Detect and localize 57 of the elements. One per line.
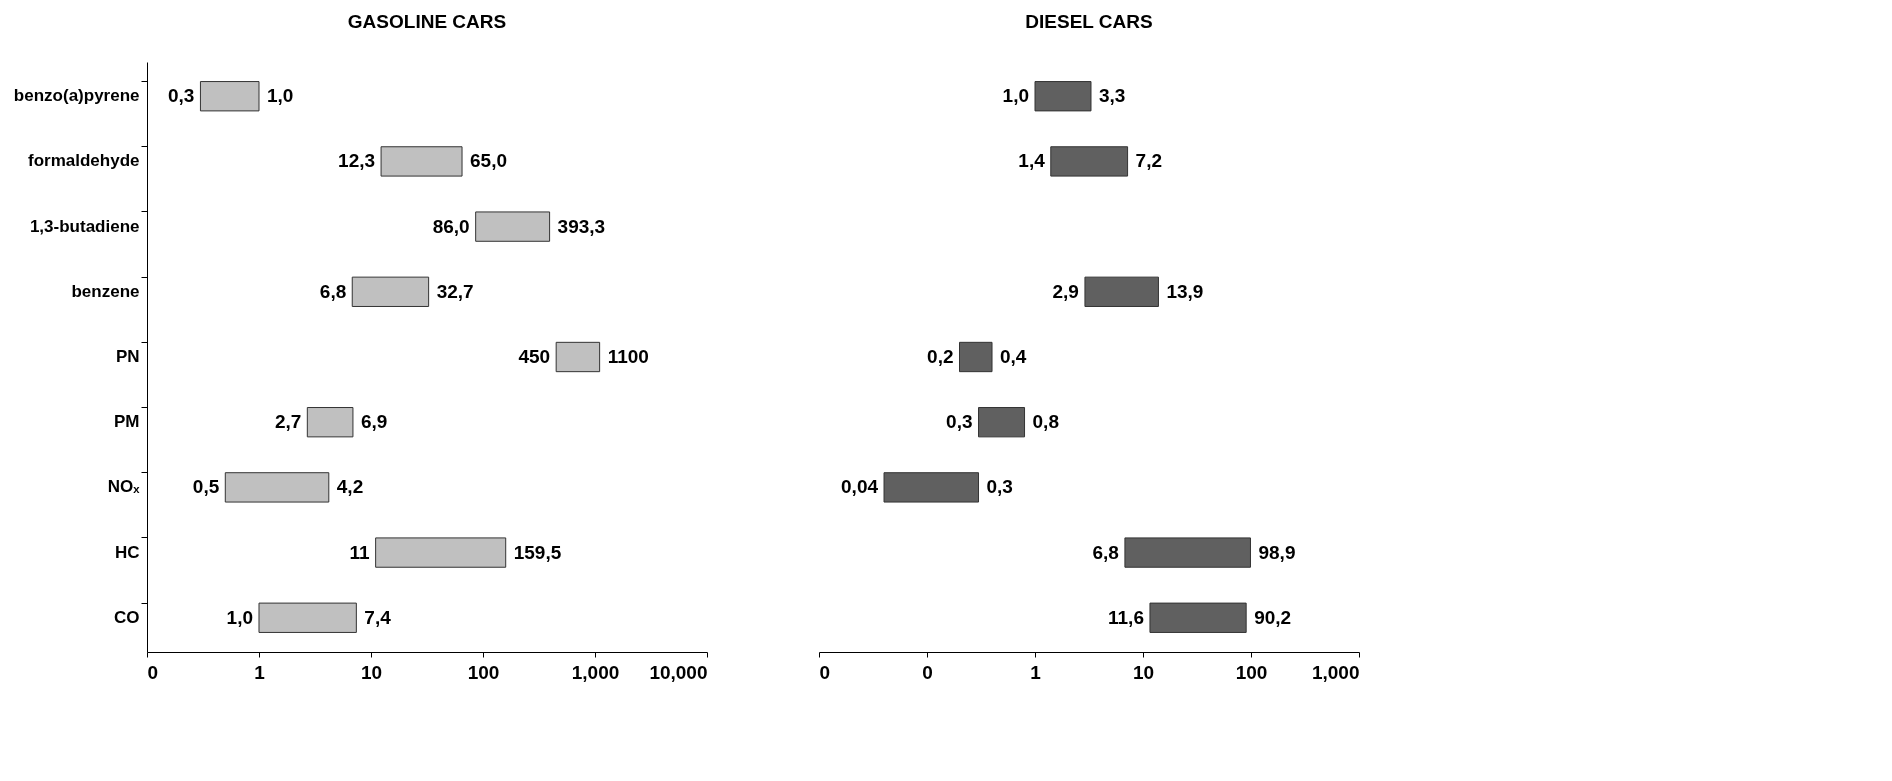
x-tick-label: 10 (360, 661, 383, 683)
data-label: 13,9 (1166, 280, 1204, 302)
annotation: 0,3 (946, 411, 973, 433)
x-tick-label: 1,000 (571, 661, 620, 683)
y-tick-label: formaldehyde (28, 151, 140, 171)
annotation: 1,0 (1002, 85, 1029, 107)
x-tick-label: 0 (922, 661, 933, 683)
chart-title: GASOLINE CARS (347, 11, 507, 32)
data-label: 7,2 (1135, 150, 1163, 172)
data-label: 1,0 (267, 85, 294, 107)
annotation: 0,5 (192, 476, 220, 498)
y-tick-label: PM (114, 412, 140, 432)
annotation: 1,4 (1018, 150, 1046, 172)
annotation: 86,0 (432, 215, 470, 237)
annotation: 11,6 (1108, 606, 1144, 628)
data-label: 3,3 (1099, 85, 1126, 107)
data-label: 0,8 (1032, 411, 1059, 433)
y-tick-label: PN (115, 347, 140, 366)
chart-title: DIESEL CARS (1025, 11, 1153, 32)
annotation: 0,3 (168, 85, 195, 107)
annotation: 6,8 (1092, 541, 1119, 563)
annotation: 1,0 (226, 606, 253, 628)
annotation: 6,8 (319, 280, 347, 302)
data-label: 6,9 (360, 411, 388, 433)
annotation: 450 (518, 346, 551, 367)
x-tick-label: 0 (819, 661, 831, 683)
data-label: 90,2 (1254, 606, 1292, 628)
data-label: 98,9 (1258, 541, 1296, 563)
x-tick-label: 100 (1235, 661, 1268, 683)
x-tick-label: 1 (254, 661, 266, 683)
y-tick-label: benzene (71, 281, 140, 301)
x-tick-label: 10,000 (649, 661, 708, 683)
data-label: 0,3 (986, 476, 1013, 498)
y-tick-label: CO (114, 607, 140, 627)
annotation: 12,3 (338, 150, 376, 172)
annotation: 11 (349, 541, 371, 563)
annotation: 2,9 (1052, 280, 1079, 302)
x-tick-label: 100 (467, 661, 500, 683)
data-label: 65,0 (470, 150, 508, 172)
data-label: 4,2 (336, 476, 364, 498)
annotation: 0,2 (927, 346, 954, 367)
x-tick-label: 0 (147, 661, 159, 683)
x-tick-label: 1 (1030, 661, 1042, 683)
data-label: 393,3 (557, 215, 606, 237)
y-tick-label: 1,3-butadiene (29, 216, 140, 236)
data-label: 159,5 (513, 541, 562, 563)
x-tick-label: 10 (1132, 661, 1155, 683)
data-label: 1100 (607, 346, 649, 367)
y-tick-label: HC (114, 542, 140, 562)
data-label: 0,4 (1000, 346, 1027, 367)
x-tick-label: 1,000 (1311, 661, 1360, 683)
annotation: 0,04 (841, 476, 879, 498)
y-tick-label: NOₓ (107, 477, 141, 497)
y-tick-label: benzo(a)pyrene (13, 86, 140, 106)
data-label: 7,4 (364, 606, 392, 628)
annotation: 2,7 (274, 411, 302, 433)
data-label: 32,7 (436, 280, 474, 302)
